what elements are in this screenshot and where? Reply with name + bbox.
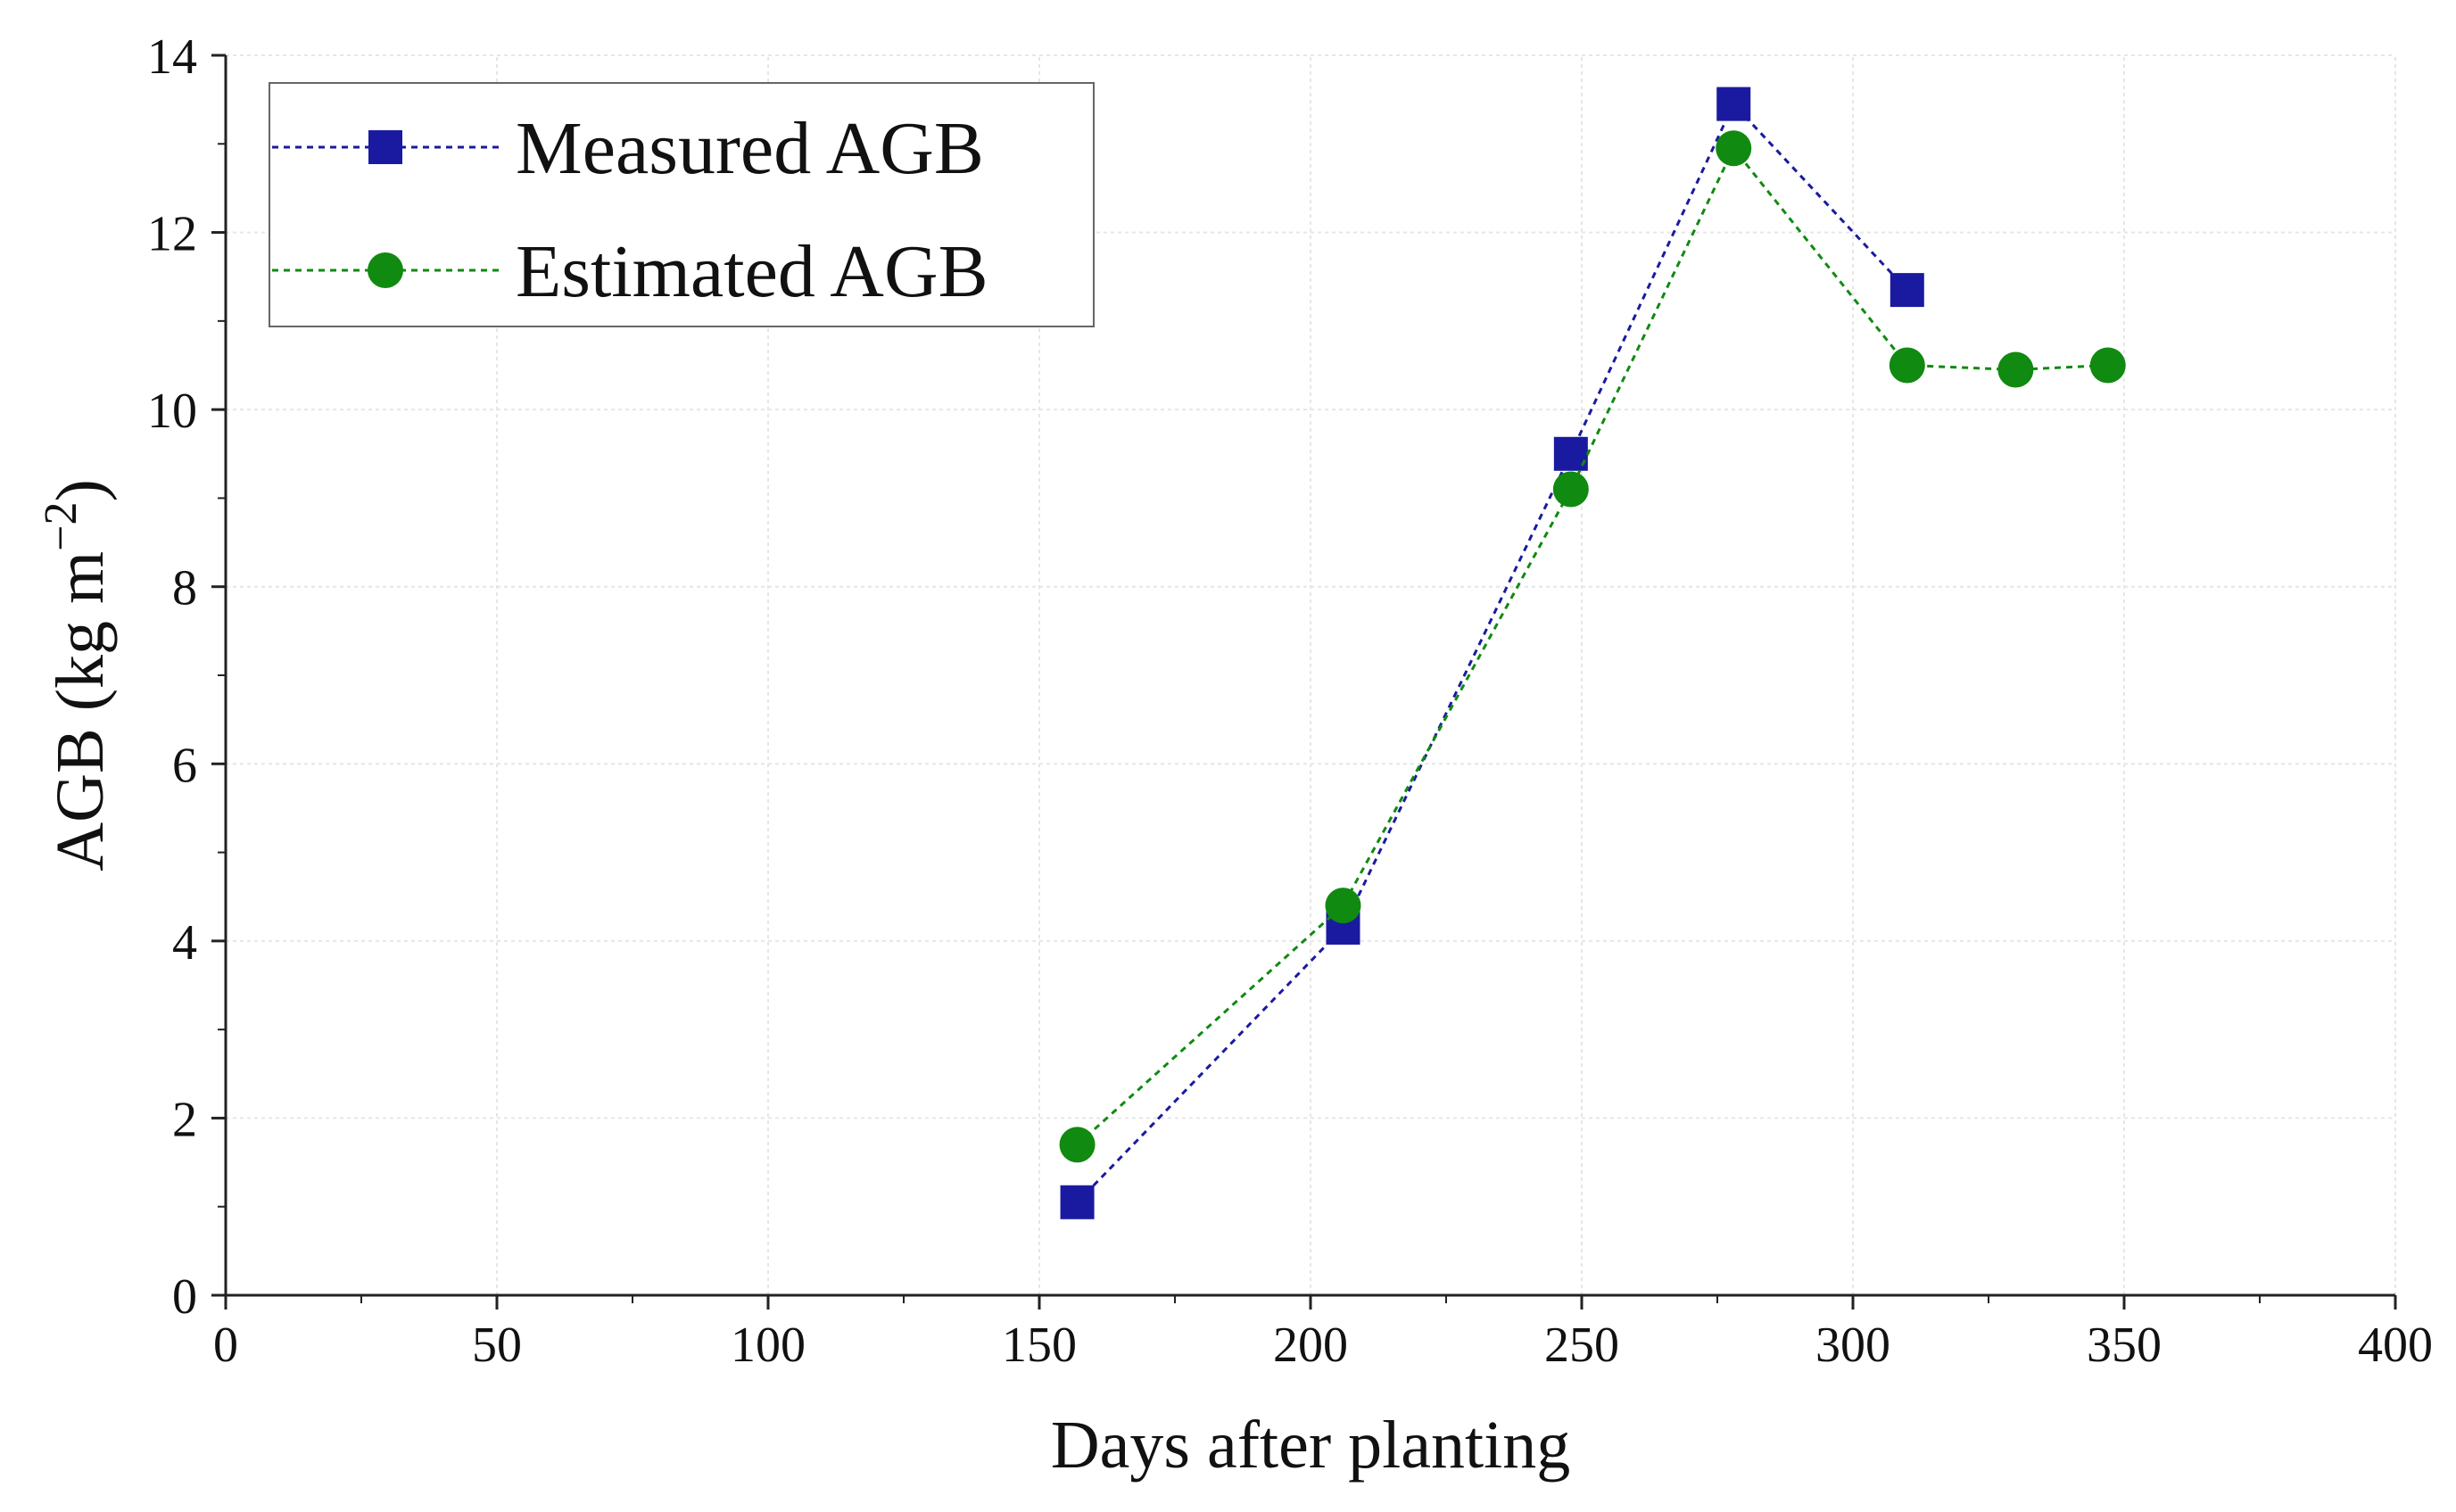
y-tick-label: 8 (172, 561, 197, 616)
x-tick-label: 350 (2087, 1318, 2162, 1373)
y-axis-title: AGB (kg m−2) (36, 479, 118, 872)
legend-box (269, 82, 1095, 327)
estimated-agb-point (2089, 347, 2126, 384)
measured-agb-line (1076, 101, 1908, 1203)
x-tick-label: 50 (472, 1318, 522, 1373)
y-tick-label: 14 (147, 29, 197, 85)
legend: Measured AGB Estimated AGB (269, 82, 1095, 327)
grid-lines (226, 54, 2396, 1295)
measured-agb-point (1716, 87, 1751, 121)
y-tick-label: 4 (172, 915, 197, 971)
y-tick-label: 0 (172, 1269, 197, 1325)
estimated-agb-point (1552, 471, 1589, 508)
y-tick-label: 6 (172, 738, 197, 793)
x-tick-label: 200 (1273, 1318, 1348, 1373)
estimated-agb-point (1889, 347, 1925, 384)
legend-measured-label: Measured AGB (516, 107, 984, 190)
series-layer (1059, 87, 2126, 1219)
axis-ticks: 0 50 100 150 200 250 300 350 400 0 2 4 6 8 10 12 14 (147, 29, 2433, 1373)
legend-estimated-marker (368, 252, 403, 288)
y-axis-title-sup: −2 (36, 502, 87, 551)
estimated-agb-point (1059, 1127, 1096, 1163)
measured-agb-series (1060, 87, 1924, 1219)
y-axis-title-close: ) (43, 479, 118, 501)
y-tick-label: 2 (172, 1092, 197, 1147)
x-tick-label: 150 (1002, 1318, 1077, 1373)
x-tick-label: 300 (1815, 1318, 1890, 1373)
estimated-agb-point (1716, 130, 1752, 167)
y-tick-label: 10 (147, 384, 197, 439)
y-tick-label: 12 (147, 207, 197, 262)
estimated-agb-point (1997, 351, 2034, 388)
x-axis-title: Days after planting (1051, 1408, 1570, 1483)
y-axis-title-main: AGB (kg m (43, 551, 118, 872)
measured-agb-point (1060, 1185, 1095, 1219)
x-tick-label: 250 (1544, 1318, 1619, 1373)
x-tick-label: 100 (731, 1318, 806, 1373)
x-tick-label: 0 (213, 1318, 238, 1373)
legend-estimated-label: Estimated AGB (516, 230, 988, 313)
estimated-agb-point (1325, 888, 1361, 924)
legend-measured-marker (368, 130, 402, 164)
measured-agb-point (1890, 273, 1924, 308)
estimated-agb-line (1076, 145, 2108, 1146)
x-tick-label: 400 (2358, 1318, 2433, 1373)
estimated-agb-series (1059, 130, 2126, 1163)
